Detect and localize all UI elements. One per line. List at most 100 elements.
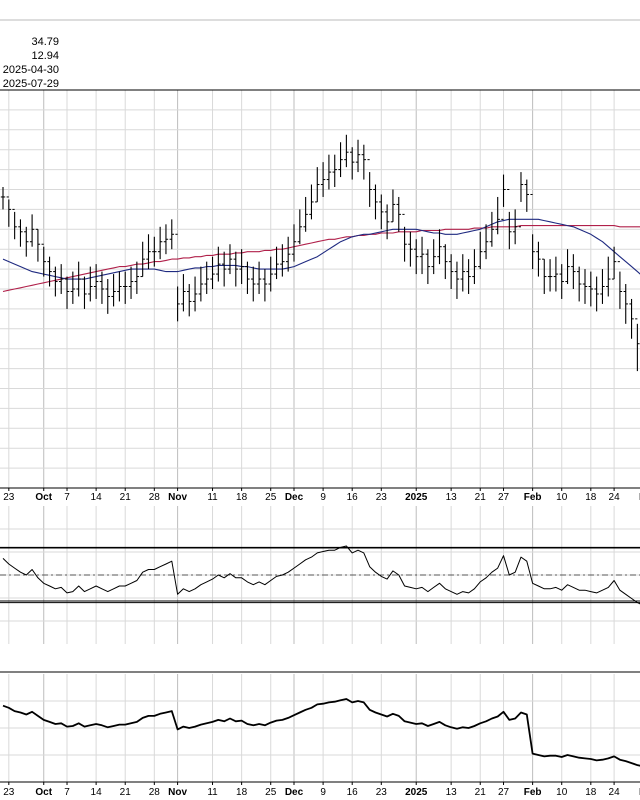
price-bar [163, 224, 169, 255]
price-bar [152, 236, 157, 267]
price-bar [41, 243, 46, 277]
price-bar [12, 208, 17, 240]
price-bar [617, 261, 623, 309]
stat-date-1: 2025-04-30 [3, 64, 59, 76]
price-bar [425, 249, 431, 285]
price-bar [181, 274, 186, 312]
x-axis-tick-label: 13 [446, 492, 458, 503]
price-bar [518, 172, 524, 228]
x-axis-tick-label: 14 [91, 787, 103, 798]
x-axis-tick-label: 23 [376, 787, 388, 798]
oscillator-reference-levels [0, 546, 640, 604]
price-bar [414, 239, 419, 275]
price-bar [437, 229, 442, 265]
price-bar [472, 249, 477, 285]
price-bar [594, 276, 599, 312]
price-bar [204, 261, 209, 294]
price-bar [635, 318, 640, 372]
price-bar [35, 228, 41, 262]
x-axis-tick-label: 16 [347, 787, 359, 798]
price-bar [396, 196, 401, 232]
x-axis-tick-label: 10 [556, 787, 568, 798]
price-bar [384, 204, 390, 240]
price-bar [507, 189, 512, 250]
x-axis-tick-label: 14 [91, 492, 103, 503]
oscillator-series-line [2, 545, 640, 605]
price-bar [559, 264, 564, 299]
price-bar [221, 251, 227, 287]
price-bar [576, 266, 582, 302]
price-bar [29, 214, 35, 247]
x-axis-tick-label: 9 [320, 492, 326, 503]
price-bar [18, 219, 23, 247]
price-bar [268, 256, 273, 292]
x-axis-tick-label: 25 [265, 492, 277, 503]
x-axis-tick-label: Feb [524, 492, 542, 503]
price-bar [146, 234, 151, 270]
price-bar [99, 271, 105, 304]
price-bar [524, 179, 529, 212]
x-axis-tick-label: 23 [376, 492, 388, 503]
price-bar [187, 284, 192, 317]
price-bar [536, 241, 541, 277]
price-bar [175, 233, 180, 322]
ma-long-line [2, 225, 640, 293]
price-bar [123, 271, 128, 304]
x-axis-tick-label: 21 [120, 787, 132, 798]
price-bar [216, 246, 221, 282]
price-bar [64, 276, 70, 309]
price-bar [483, 224, 489, 260]
indicator-series-line [2, 698, 640, 767]
price-bar [611, 246, 617, 280]
x-axis-tick-label: 2025 [405, 492, 428, 503]
x-axis-tick-label: 18 [585, 787, 597, 798]
price-bar [280, 244, 285, 277]
price-bar [501, 174, 506, 220]
price-bar [251, 266, 256, 302]
price-bar [408, 231, 413, 267]
indicator-line [2, 698, 640, 767]
price-bar [88, 266, 93, 302]
x-axis-tick-label: 11 [207, 492, 218, 503]
price-bar [47, 256, 52, 287]
price-bar [530, 193, 535, 270]
x-axis-tick-label: 21 [475, 787, 487, 798]
price-bar [239, 249, 244, 285]
ma-short-line [2, 218, 640, 280]
price-bar [338, 142, 343, 178]
price-bar [443, 244, 448, 280]
price-bar [6, 196, 12, 227]
price-bar [623, 284, 628, 324]
price-bar [606, 256, 611, 297]
price-bar [70, 271, 76, 304]
price-bar [512, 209, 518, 245]
price-bar [542, 258, 547, 294]
price-bar [344, 134, 349, 168]
price-bar [82, 276, 87, 309]
panel-frames [0, 89, 640, 783]
x-axis-tick-label: 18 [585, 492, 597, 503]
price-bar [350, 147, 355, 180]
x-axis-tick-label: Dec [285, 787, 304, 798]
price-bar [309, 184, 314, 220]
price-bar [291, 224, 297, 262]
x-axis-tick-label: 16 [347, 492, 359, 503]
price-bar [588, 271, 594, 307]
price-bar [105, 279, 110, 314]
price-bar [117, 271, 122, 302]
x-axis-tick-label: Nov [168, 787, 187, 798]
price-bar [565, 249, 570, 285]
x-axis-tick-label: 23 [3, 787, 15, 798]
stat-value-2: 12.94 [31, 50, 59, 62]
price-bar [111, 274, 116, 307]
x-axis-tick-label: 21 [120, 492, 132, 503]
x-axis-tick-label: 28 [149, 492, 161, 503]
price-bar [76, 261, 81, 297]
x-axis-tick-label: 28 [149, 787, 161, 798]
x-axis-tick-label: 2025 [405, 787, 428, 798]
price-bar [59, 264, 64, 294]
x-axis-tick-label: 18 [236, 492, 248, 503]
price-bar [390, 189, 396, 223]
